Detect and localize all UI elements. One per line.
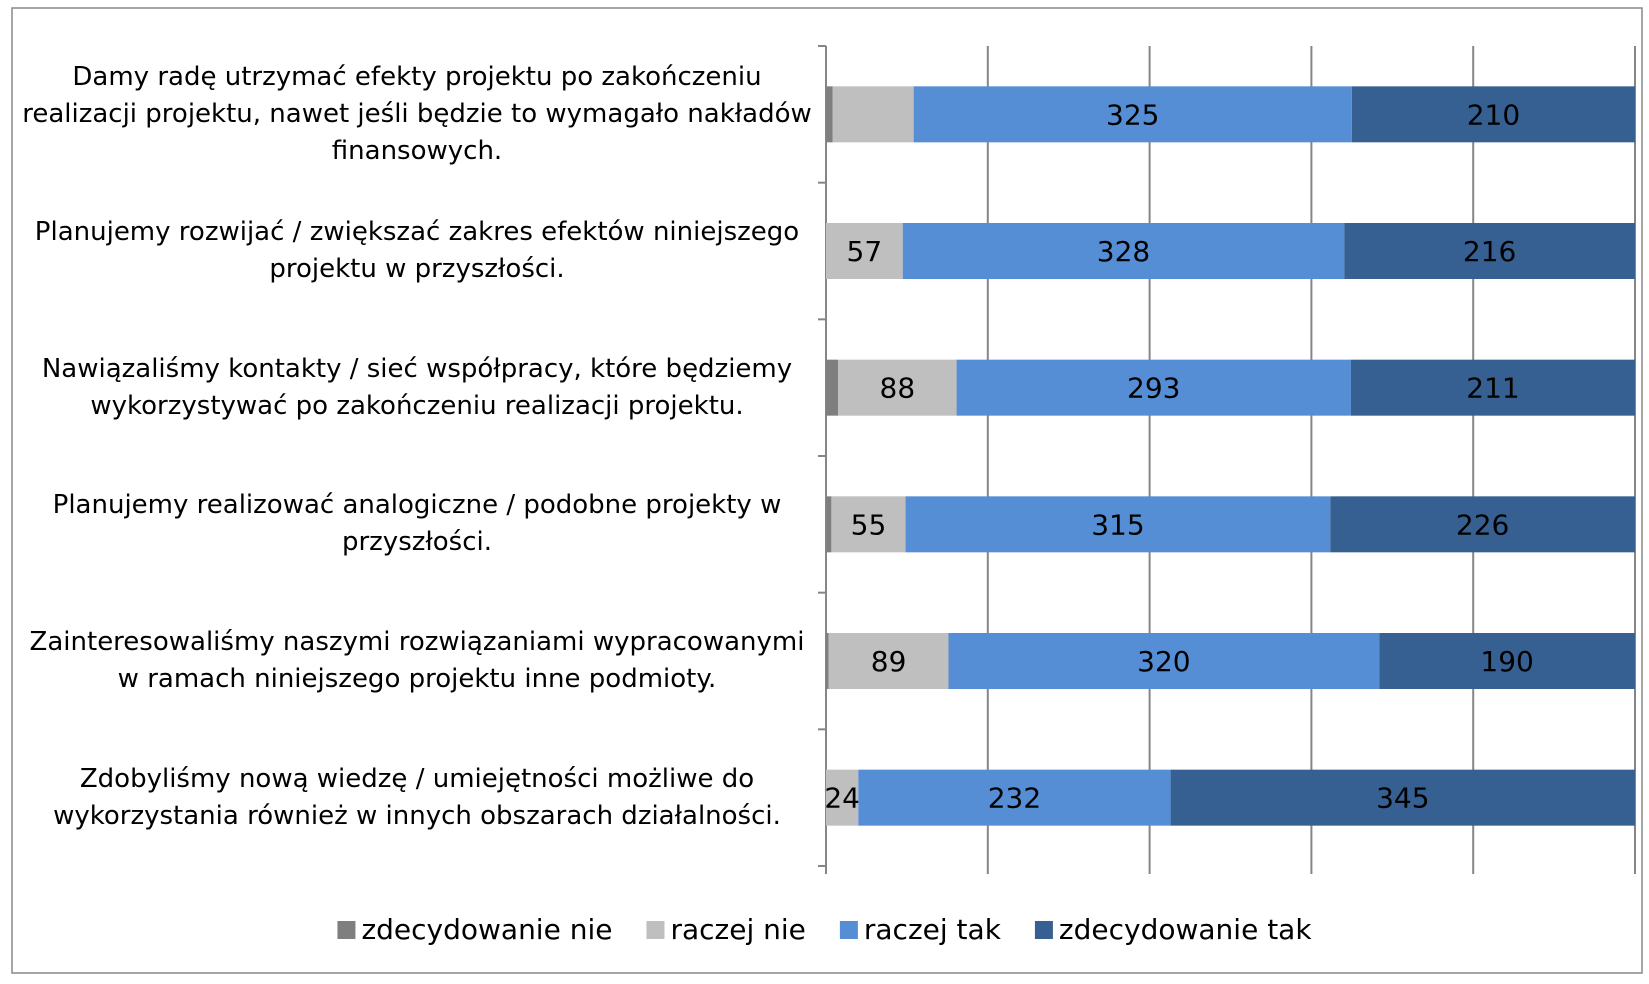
category-label-wrap: Zdobyliśmy nową wiedzę / umiejętności mo… [22,738,812,858]
value-label: 232 [988,782,1041,815]
legend-swatch [839,921,858,939]
category-label-wrap: Planujemy realizować analogiczne / podob… [22,464,812,584]
legend-label: zdecydowanie tak [1059,913,1312,946]
bar-segment [1350,359,1635,416]
category-label-wrap: Nawiązaliśmy kontakty / sieć współpracy,… [22,328,812,448]
legend-label: raczej tak [864,913,1002,946]
legend-swatch [337,921,356,939]
value-label: 315 [1091,508,1144,541]
category-label-box: Zdobyliśmy nową wiedzę / umiejętności mo… [22,738,812,858]
bar-segment [858,769,1171,826]
bar-segment [1330,496,1635,553]
bar-segment [1170,769,1635,826]
value-label: 88 [880,372,916,405]
value-label: 190 [1480,645,1533,678]
category-label: Nawiązaliśmy kontakty / sieć współpracy,… [41,353,793,421]
value-label: 210 [1467,98,1520,131]
value-label: 89 [871,645,907,678]
bar-segment [826,359,839,416]
value-label: 24 [824,782,860,815]
value-label: 55 [851,508,887,541]
category-label: Zdobyliśmy nową wiedzę / umiejętności mo… [53,763,781,831]
value-label: 211 [1466,372,1519,405]
value-label: 57 [847,235,883,268]
bar-segment [1344,223,1635,279]
category-label-box: Nawiązaliśmy kontakty / sieć współpracy,… [22,328,812,448]
legend-label: raczej nie [670,913,805,946]
value-label: 328 [1097,235,1150,268]
value-label: 226 [1456,508,1509,541]
category-label: Zainteresowaliśmy naszymi rozwiązaniami … [29,627,805,694]
bar-segment [826,223,903,279]
value-label: 320 [1137,645,1190,678]
category-label-box: Planujemy rozwijać / zwiększać zakres ef… [22,191,812,311]
category-label-box: Planujemy realizować analogiczne / podob… [22,464,812,584]
bar-segment [956,359,1351,416]
bar-segment [832,86,914,143]
category-label-box: Zainteresowaliśmy naszymi rozwiązaniami … [22,601,812,721]
bar-segment [831,496,906,553]
value-label: 293 [1127,372,1180,405]
category-label-box: Damy radę utrzymać efekty projektu po za… [22,54,812,174]
bar-segment [828,633,949,689]
value-label: 216 [1463,235,1516,268]
bar-segment [826,633,829,689]
bar-segment [913,86,1352,143]
value-label: 345 [1376,782,1429,815]
value-label: 325 [1106,98,1159,131]
category-label-wrap: Planujemy rozwijać / zwiększać zakres ef… [22,191,812,311]
category-label: Damy radę utrzymać efekty projektu po za… [22,61,812,166]
category-label: Planujemy rozwijać / zwiększać zakres ef… [34,217,800,284]
legend-label: zdecydowanie nie [361,913,612,946]
bar-segment [1379,633,1635,689]
bar-segment [902,223,1345,279]
bar-segment [826,496,832,553]
bar-segment [1351,86,1635,143]
legend-swatch [646,921,665,939]
bar-segment [826,769,859,826]
bar-segment [905,496,1331,553]
bar-segment [948,633,1380,689]
category-label-wrap: Zainteresowaliśmy naszymi rozwiązaniami … [22,601,812,721]
legend-swatch [1034,921,1053,939]
bar-segment [826,86,833,143]
bar-segment [838,359,957,416]
category-label: Planujemy realizować analogiczne / podob… [52,490,782,558]
category-label-wrap: Damy radę utrzymać efekty projektu po za… [22,54,812,174]
